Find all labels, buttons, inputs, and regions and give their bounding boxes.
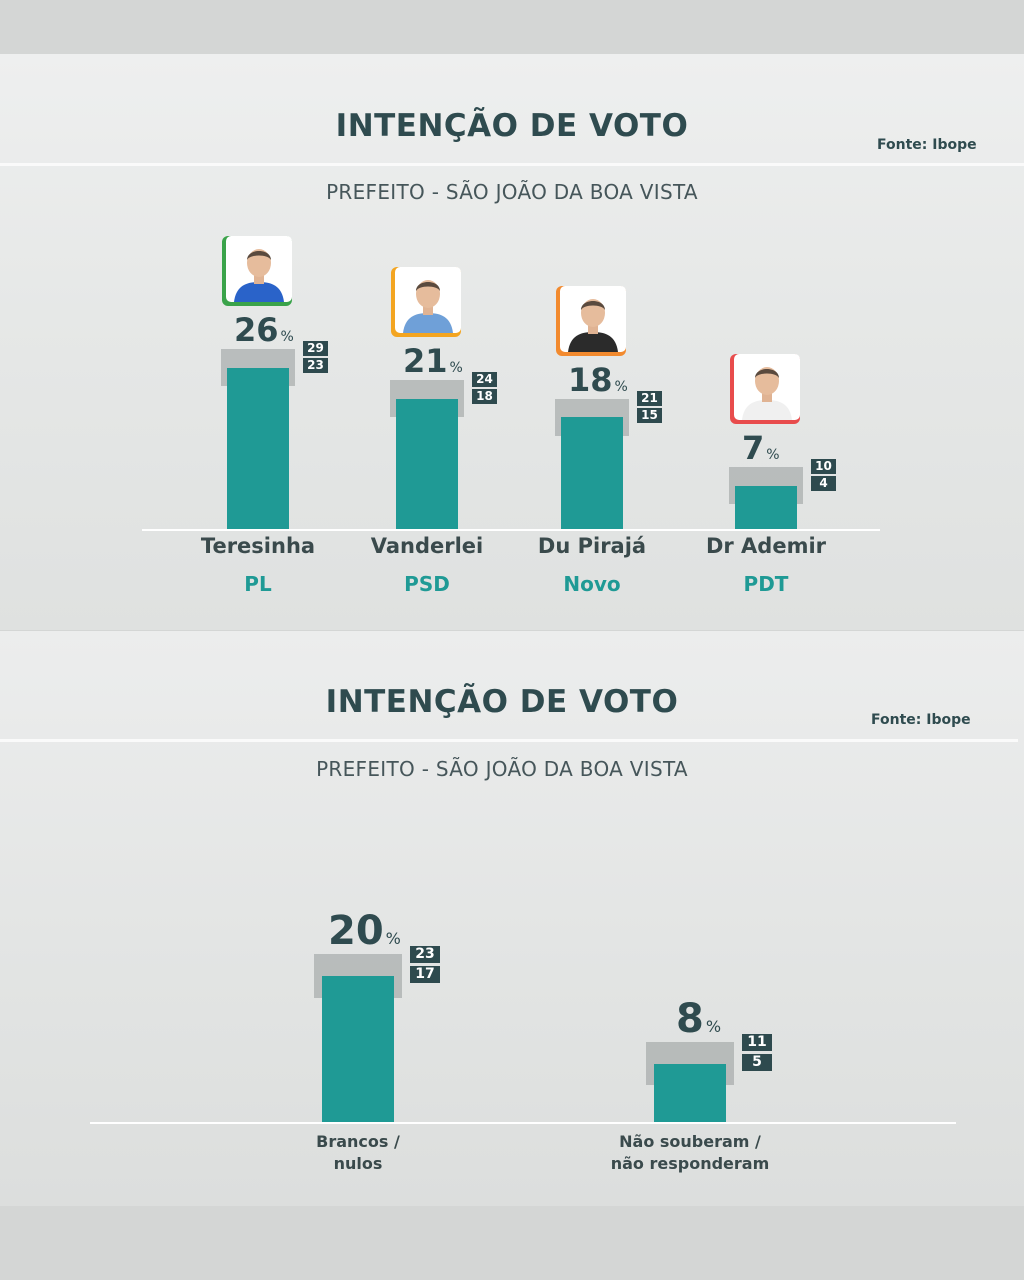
range-low-label: 17 <box>410 966 440 984</box>
title-divider <box>0 163 1024 166</box>
range-high-label: 23 <box>410 946 440 964</box>
value-label: 21% <box>403 342 463 381</box>
range-low-label: 4 <box>811 476 836 491</box>
panel-title: INTENÇÃO DE VOTO <box>325 684 679 720</box>
percent-sign: % <box>705 1016 722 1036</box>
photo-frame <box>560 285 626 352</box>
source-label: Fonte: Ibope <box>871 712 971 728</box>
percent-sign: % <box>385 929 401 949</box>
bar-item <box>322 976 394 1122</box>
range-low-label: 18 <box>472 389 497 405</box>
category-label: Brancos / nulos <box>248 1131 468 1175</box>
chart-baseline <box>142 529 880 531</box>
value-label: 8% <box>676 995 722 1042</box>
bar-item <box>654 1063 726 1122</box>
category-label-line: não responderam <box>610 1154 770 1173</box>
range-high-label: 29 <box>303 341 328 357</box>
range-low-label: 15 <box>637 407 662 423</box>
party-label: PDT <box>743 572 789 596</box>
source-label: Fonte: Ibope <box>877 137 977 153</box>
percent-sign: % <box>766 447 780 463</box>
percent-sign: % <box>280 329 294 346</box>
percent-sign: % <box>449 360 463 377</box>
value-label: 20% <box>328 908 401 955</box>
title-divider <box>0 739 1018 742</box>
category-label-line: Brancos / <box>316 1132 400 1151</box>
poll-panel-candidates: INTENÇÃO DE VOTO Fonte: Ibope PREFEITO -… <box>0 54 1024 630</box>
person-icon <box>742 367 792 420</box>
percent-sign: % <box>614 378 628 395</box>
category-label-line: Não souberam / <box>619 1132 761 1151</box>
person-icon <box>568 298 618 352</box>
range-high-label: 24 <box>472 372 497 388</box>
photo-frame <box>226 236 292 303</box>
candidate-name: Dr Ademir <box>705 534 827 558</box>
value-label: 18% <box>568 360 628 399</box>
bar-vanderlei <box>396 398 458 529</box>
value-label: 7% <box>742 429 780 467</box>
party-label: Novo <box>563 572 621 596</box>
range-high-label: 10 <box>811 459 836 474</box>
category-label-line: nulos <box>333 1154 383 1173</box>
photo-frame <box>395 267 461 334</box>
candidate-photo-vanderlei <box>391 267 461 338</box>
candidate-photo-du-piraja <box>556 285 626 356</box>
value-label: 26% <box>234 311 294 350</box>
candidate-photo-teresinha <box>222 236 292 307</box>
range-low-label: 23 <box>303 358 328 374</box>
poll-panel-others: INTENÇÃO DE VOTO Fonte: Ibope PREFEITO -… <box>0 631 1024 1206</box>
chart-subtitle: PREFEITO - SÃO JOÃO DA BOA VISTA <box>326 180 698 204</box>
party-label: PL <box>244 572 272 596</box>
chart-subtitle: PREFEITO - SÃO JOÃO DA BOA VISTA <box>316 757 688 781</box>
party-label: PSD <box>404 572 450 596</box>
panel-title: INTENÇÃO DE VOTO <box>335 108 689 144</box>
person-icon <box>234 249 284 303</box>
range-low-label: 5 <box>742 1053 772 1071</box>
bar-teresinha <box>227 367 289 529</box>
candidate-name: Du Pirajá <box>537 534 647 558</box>
candidate-photo-dr-ademir <box>730 354 800 424</box>
person-icon <box>403 280 453 334</box>
category-label: Não souberam / não responderam <box>580 1131 800 1175</box>
chart-baseline <box>90 1122 956 1124</box>
bar-dr-ademir <box>735 485 797 529</box>
photo-frame <box>734 354 800 420</box>
bar-du-pirajá <box>561 417 623 529</box>
candidate-name: Vanderlei <box>370 534 484 558</box>
range-high-label: 11 <box>742 1033 772 1051</box>
candidate-name: Teresinha <box>200 534 316 558</box>
range-high-label: 21 <box>637 390 662 406</box>
